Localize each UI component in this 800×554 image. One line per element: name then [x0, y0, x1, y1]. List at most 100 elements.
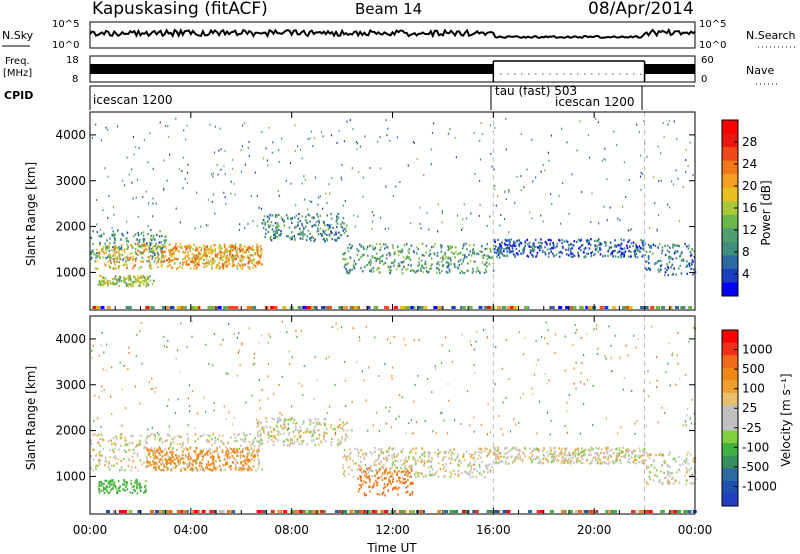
range-cell [402, 448, 404, 451]
range-cell [430, 246, 433, 249]
range-cell [635, 346, 637, 349]
range-cell [135, 479, 137, 482]
range-cell [428, 228, 430, 231]
range-cell [491, 165, 493, 168]
range-cell [270, 435, 273, 438]
range-cell [198, 264, 200, 267]
range-cell [239, 451, 242, 454]
range-cell [387, 450, 390, 453]
range-cell [371, 211, 373, 214]
range-cell [301, 423, 304, 426]
range-cell [309, 200, 311, 203]
range-cell [403, 260, 405, 263]
range-cell [326, 202, 328, 204]
range-cell [219, 251, 221, 254]
range-cell [665, 476, 667, 479]
range-cell [553, 455, 556, 458]
range-cell [250, 453, 253, 457]
range-cell [247, 222, 249, 225]
range-cell [495, 456, 497, 459]
range-cell [286, 428, 289, 432]
range-cell [187, 251, 189, 254]
range-cell [126, 244, 129, 247]
ground-scatter-cell [451, 510, 456, 513]
range-cell [108, 249, 111, 253]
range-cell [438, 452, 440, 455]
range-cell [484, 268, 487, 271]
range-cell [213, 458, 215, 461]
range-cell [533, 447, 535, 450]
range-cell [199, 462, 201, 465]
range-cell [225, 248, 228, 251]
ground-scatter-cell [201, 510, 206, 513]
range-cell [102, 246, 105, 249]
range-cell [508, 246, 510, 250]
ground-scatter-cell [681, 306, 686, 309]
range-cell [692, 273, 694, 276]
range-cell [343, 252, 345, 255]
range-cell [610, 357, 612, 360]
range-cell [573, 450, 575, 454]
range-cell [569, 243, 572, 246]
ground-scatter-cell [550, 306, 555, 309]
range-cell [140, 489, 142, 493]
range-cell [168, 459, 171, 462]
range-cell [294, 226, 296, 229]
range-cell [205, 257, 208, 260]
range-cell [577, 451, 580, 454]
range-cell [428, 454, 430, 457]
range-cell [324, 440, 327, 443]
range-cell [143, 280, 146, 283]
range-cell [254, 455, 256, 459]
range-cell [605, 417, 607, 420]
range-cell [113, 235, 115, 238]
range-cell [161, 455, 164, 458]
range-cell [118, 246, 120, 249]
range-cell [103, 487, 105, 490]
range-cell [287, 427, 289, 430]
range-cell [421, 472, 423, 475]
range-cell [693, 326, 695, 329]
range-cell [295, 329, 297, 332]
range-cell [385, 422, 388, 425]
range-cell [460, 229, 463, 231]
range-cell [248, 441, 251, 444]
range-cell [426, 378, 429, 380]
range-cell [394, 459, 397, 462]
range-cell [532, 458, 535, 461]
range-cell [134, 281, 137, 284]
range-cell [267, 440, 269, 443]
range-cell [474, 260, 476, 263]
range-cell [304, 198, 306, 201]
range-cell [515, 248, 518, 251]
ground-scatter-cell [227, 306, 232, 309]
ground-scatter-cell [641, 510, 646, 513]
range-cell [425, 266, 427, 269]
range-cell [270, 221, 273, 224]
range-cell [134, 276, 136, 279]
range-cell [657, 246, 659, 249]
range-cell [194, 255, 196, 258]
range-cell [687, 462, 690, 465]
range-cell [648, 246, 651, 249]
range-cell [175, 357, 177, 360]
range-cell [226, 461, 228, 464]
range-cell [414, 458, 416, 461]
range-cell [297, 431, 300, 434]
range-cell [620, 242, 623, 245]
range-cell [628, 461, 631, 464]
range-cell [275, 437, 277, 440]
range-cell [444, 475, 446, 478]
range-cell [174, 458, 176, 461]
range-cell [150, 250, 153, 253]
range-cell [125, 442, 127, 446]
range-cell [607, 254, 609, 257]
range-cell [433, 252, 435, 255]
range-cell [544, 169, 546, 172]
range-cell [357, 215, 359, 218]
range-cell [274, 222, 277, 225]
range-cell [152, 433, 155, 436]
range-cell [373, 256, 376, 259]
range-cell [207, 462, 210, 465]
range-cell [579, 120, 581, 123]
